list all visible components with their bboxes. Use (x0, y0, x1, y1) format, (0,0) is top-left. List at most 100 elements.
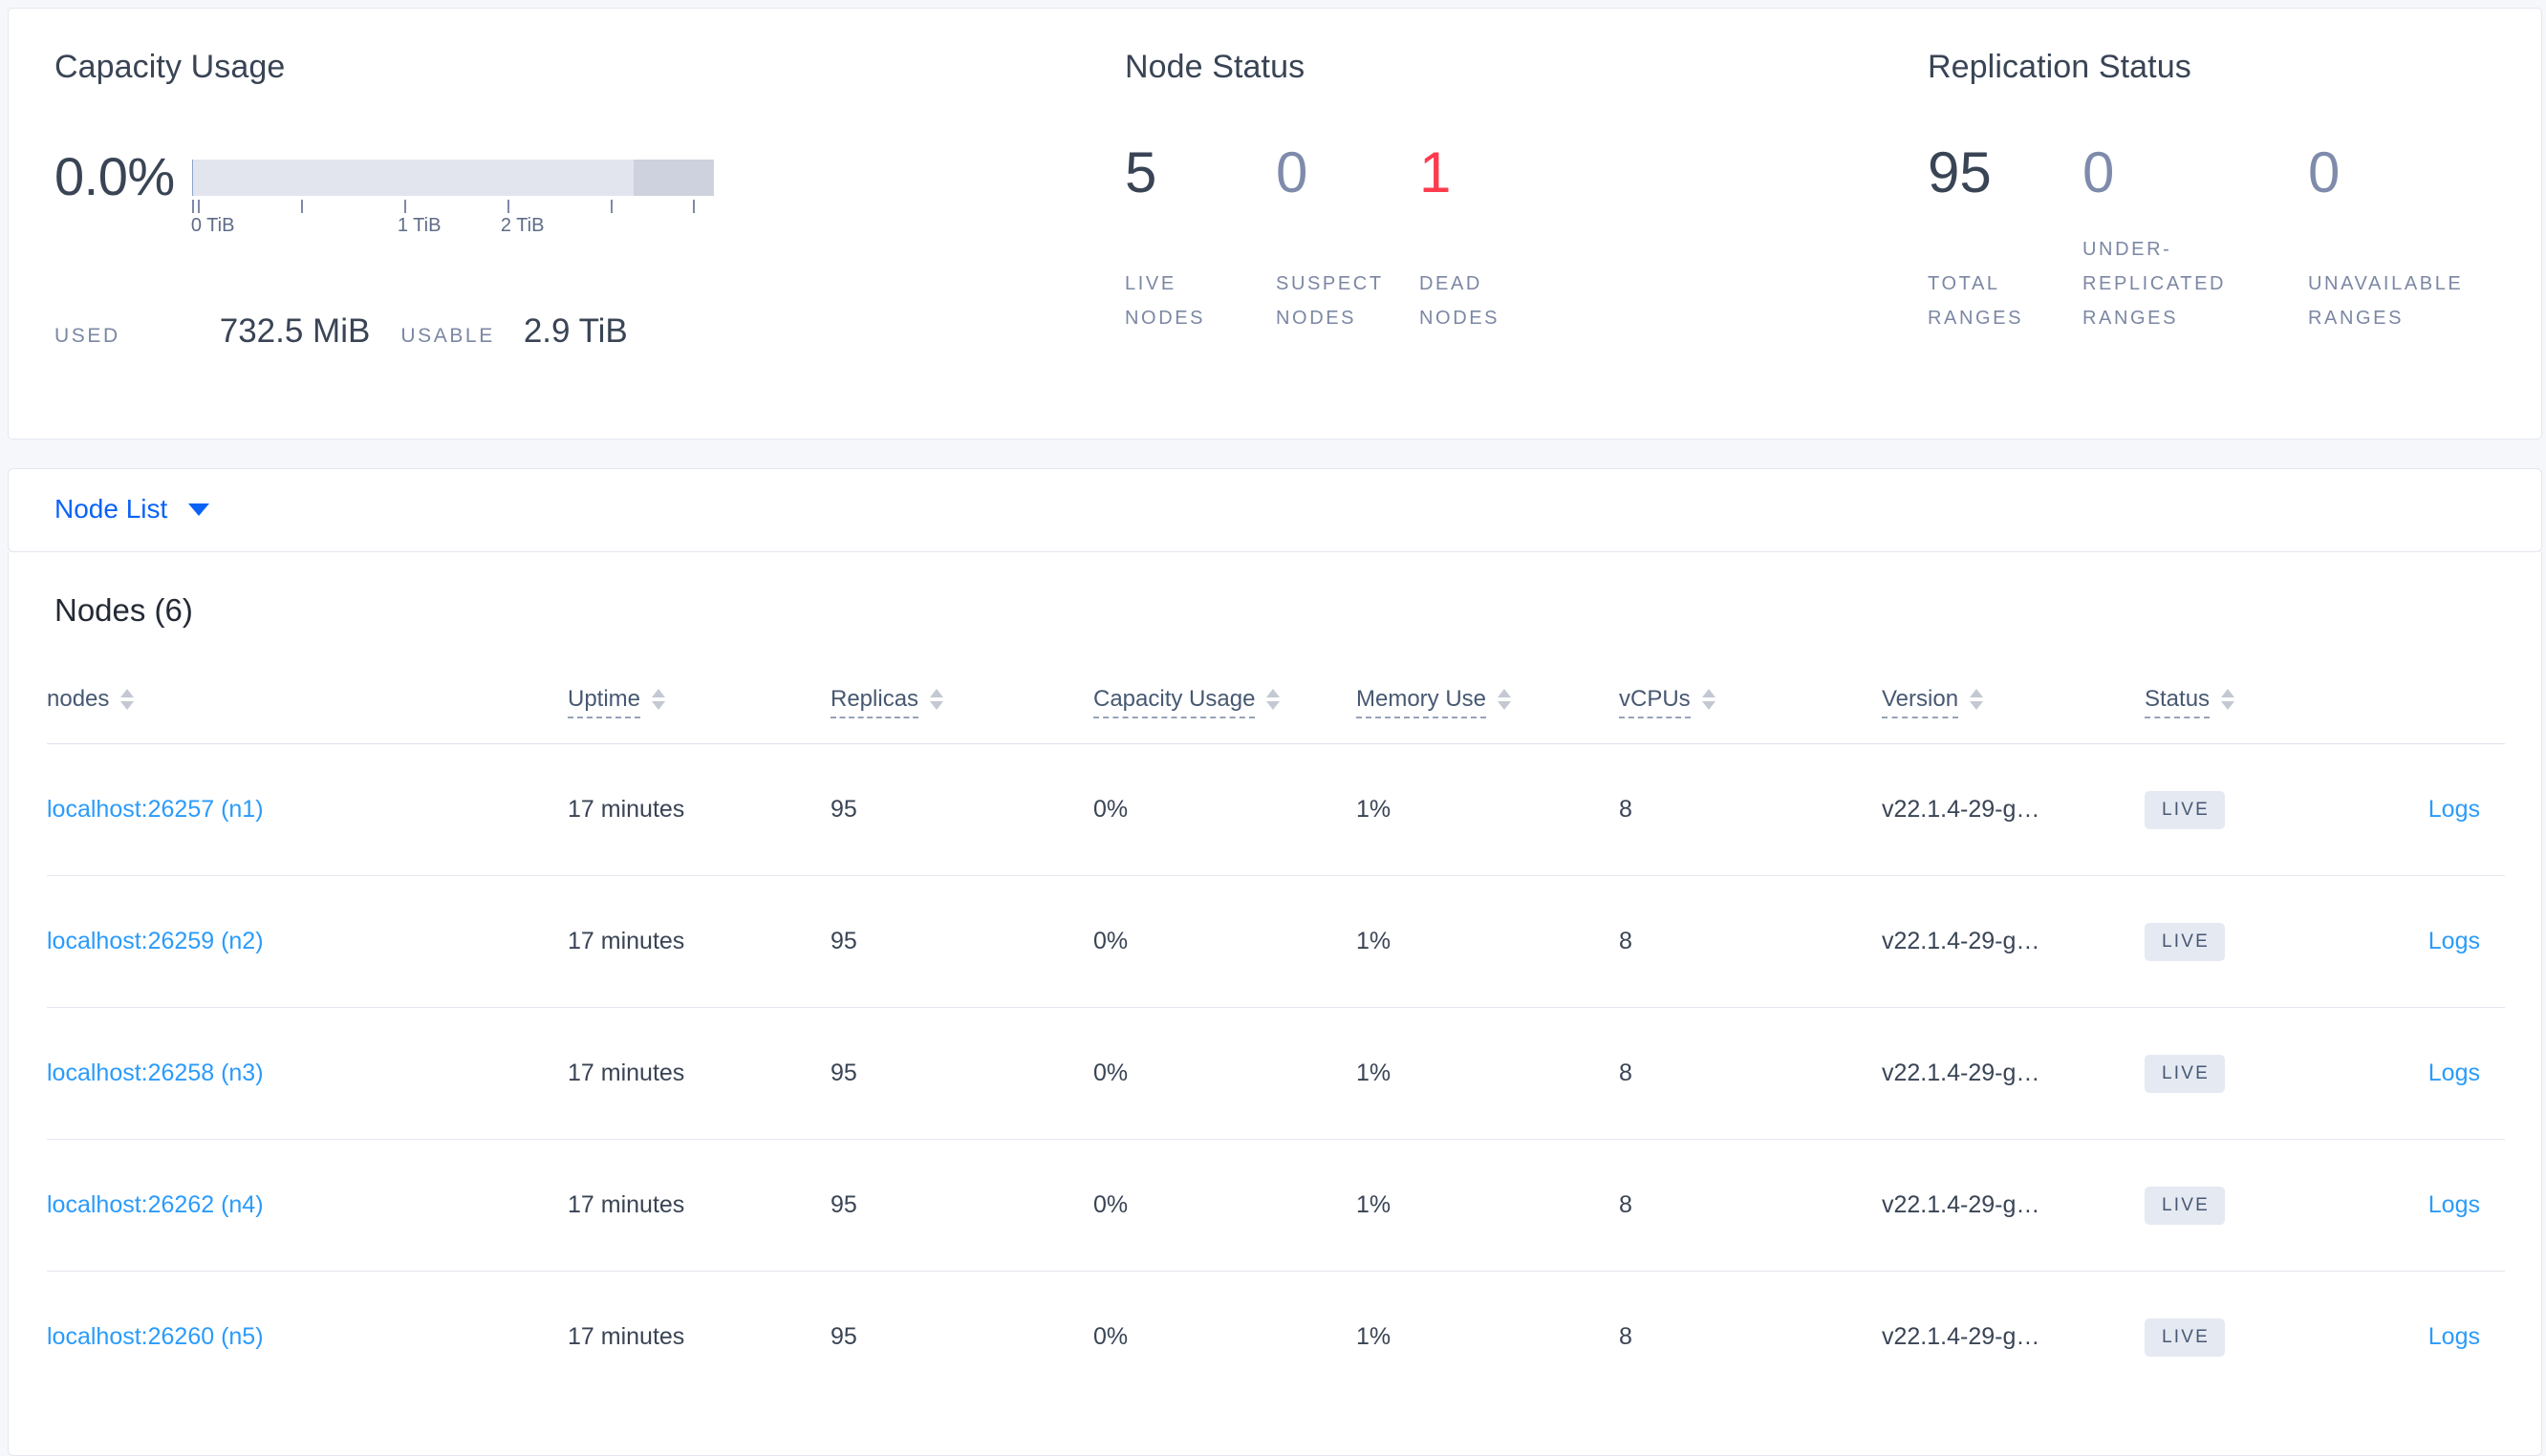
axis-tick (300, 200, 303, 213)
sort-icon[interactable] (1266, 689, 1281, 710)
cell-logs: Logs (2384, 1271, 2505, 1403)
status-badge: LIVE (2145, 790, 2225, 829)
axis-tick (191, 200, 194, 213)
replication-status-metrics: 95 TOTAL RANGES 0 UNDER- REPLICATED RANG… (1928, 140, 2537, 330)
node-link[interactable]: localhost:26259 (n2) (47, 928, 264, 954)
column-header-uptime[interactable]: Uptime (568, 669, 831, 744)
axis-tick (507, 200, 509, 213)
nodes-table-heading: Nodes (6) (54, 592, 193, 628)
usable-value: 2.9 TiB (523, 312, 628, 350)
replication-status-panel: Replication Status 95 TOTAL RANGES 0 UND… (1901, 9, 2543, 439)
metric-under-replicated-ranges: 0 UNDER- REPLICATED RANGES (2082, 142, 2308, 330)
cell-status: LIVE (2145, 743, 2384, 876)
column-header-version-label: Version (1882, 686, 1959, 718)
node-list-dropdown[interactable]: Node List (54, 494, 210, 525)
axis-tick-label-1: 1 TiB (397, 215, 442, 236)
cell-version: v22.1.4-29-g… (1882, 1007, 2145, 1140)
column-header-replicas[interactable]: Replicas (831, 669, 1093, 744)
node-link[interactable]: localhost:26260 (n5) (47, 1323, 264, 1351)
cell-capacity-usage: 0% (1093, 1007, 1356, 1140)
node-status-panel: Node Status 5 LIVE NODES 0 SUSPECT NODES… (1098, 9, 1901, 439)
logs-link[interactable]: Logs (2427, 1323, 2480, 1351)
column-header-version[interactable]: Version (1882, 669, 2145, 744)
sort-icon[interactable] (2221, 689, 2235, 710)
cell-memory-use: 1% (1356, 875, 1619, 1008)
metric-dead-nodes-value: 1 (1419, 140, 1452, 204)
cell-replicas: 95 (831, 875, 1093, 1008)
sort-icon[interactable] (930, 689, 944, 710)
cell-logs: Logs (2384, 875, 2505, 1008)
capacity-percent-value: 0.0% (54, 146, 175, 206)
logs-link[interactable]: Logs (2427, 928, 2480, 954)
column-header-status[interactable]: Status (2145, 669, 2384, 744)
sort-icon[interactable] (120, 689, 135, 710)
cell-node: localhost:26262 (n4) (47, 1139, 568, 1272)
cell-replicas: 95 (831, 1139, 1093, 1272)
sort-icon[interactable] (652, 689, 666, 710)
metric-suspect-nodes: 0 SUSPECT NODES (1276, 142, 1419, 330)
node-link[interactable]: localhost:26258 (n3) (47, 1060, 264, 1086)
logs-link[interactable]: Logs (2427, 796, 2480, 823)
used-value: 732.5 MiB (219, 312, 371, 350)
chevron-down-icon (188, 503, 210, 516)
axis-tick (610, 200, 613, 213)
nodes-table-card: Nodes (6) nodes Uptime (8, 552, 2542, 1456)
metric-under-replicated-ranges-label: UNDER- REPLICATED RANGES (2082, 239, 2227, 329)
metric-live-nodes-label: LIVE NODES (1125, 273, 1206, 329)
logs-link[interactable]: Logs (2427, 1060, 2480, 1086)
column-header-vcpus[interactable]: vCPUs (1619, 669, 1882, 744)
status-badge: LIVE (2145, 1186, 2225, 1225)
cell-version: v22.1.4-29-g… (1882, 875, 2145, 1008)
capacity-meter-bar (191, 160, 714, 196)
cell-status: LIVE (2145, 875, 2384, 1008)
cell-vcpus: 8 (1619, 1007, 1882, 1140)
cell-node: localhost:26259 (n2) (47, 875, 568, 1008)
metric-dead-nodes-label: DEAD NODES (1419, 273, 1500, 329)
sort-icon[interactable] (1970, 689, 1984, 710)
sort-icon[interactable] (1701, 689, 1715, 710)
column-header-memory-use[interactable]: Memory Use (1356, 669, 1619, 744)
capacity-meter-reserved-segment (633, 160, 714, 196)
cell-replicas: 95 (831, 1271, 1093, 1403)
node-list-selector-card: Node List (8, 468, 2542, 552)
sort-icon[interactable] (1498, 689, 1512, 710)
cell-capacity-usage: 0% (1093, 1139, 1356, 1272)
status-badge: LIVE (2145, 1054, 2225, 1093)
cell-node: localhost:26258 (n3) (47, 1007, 568, 1140)
node-link[interactable]: localhost:26257 (n1) (47, 796, 264, 823)
capacity-meter-row: 0.0% (54, 150, 714, 240)
cell-vcpus: 8 (1619, 1271, 1882, 1403)
metric-live-nodes: 5 LIVE NODES (1125, 142, 1276, 330)
node-list-dropdown-label: Node List (54, 494, 168, 524)
node-link[interactable]: localhost:26262 (n4) (47, 1191, 264, 1218)
cell-uptime: 17 minutes (568, 1271, 831, 1403)
cell-logs: Logs (2384, 743, 2505, 876)
column-header-capacity-usage[interactable]: Capacity Usage (1093, 669, 1356, 744)
metric-total-ranges-label: TOTAL RANGES (1928, 273, 2024, 329)
metric-total-ranges-value: 95 (1928, 140, 1992, 204)
cell-node: localhost:26257 (n1) (47, 743, 568, 876)
metric-unavailable-ranges-value: 0 (2308, 140, 2341, 204)
metric-suspect-nodes-label: SUSPECT NODES (1276, 273, 1384, 329)
logs-link[interactable]: Logs (2427, 1191, 2480, 1218)
column-header-nodes[interactable]: nodes (47, 669, 568, 744)
axis-tick (197, 200, 200, 213)
axis-tick (692, 200, 695, 213)
axis-tick (403, 200, 406, 213)
capacity-meter-axis: 0 TiB 1 TiB 2 TiB (191, 196, 714, 240)
column-header-actions (2384, 669, 2505, 744)
cell-logs: Logs (2384, 1007, 2505, 1140)
metric-total-ranges: 95 TOTAL RANGES (1928, 140, 2082, 330)
cell-node: localhost:26260 (n5) (47, 1271, 568, 1403)
column-header-nodes-label: nodes (47, 686, 110, 712)
axis-tick-label-2: 2 TiB (500, 215, 545, 236)
cell-memory-use: 1% (1356, 743, 1619, 876)
cell-version: v22.1.4-29-g… (1882, 1139, 2145, 1272)
cell-version: v22.1.4-29-g… (1882, 1271, 2145, 1403)
capacity-stats: USED 732.5 MiB USABLE 2.9 TiB (54, 312, 628, 351)
cluster-summary-card: Capacity Usage 0.0% (8, 8, 2542, 439)
capacity-meter-used-segment (191, 160, 193, 196)
cell-vcpus: 8 (1619, 875, 1882, 1008)
cell-vcpus: 8 (1619, 1139, 1882, 1272)
column-header-status-label: Status (2145, 686, 2211, 718)
